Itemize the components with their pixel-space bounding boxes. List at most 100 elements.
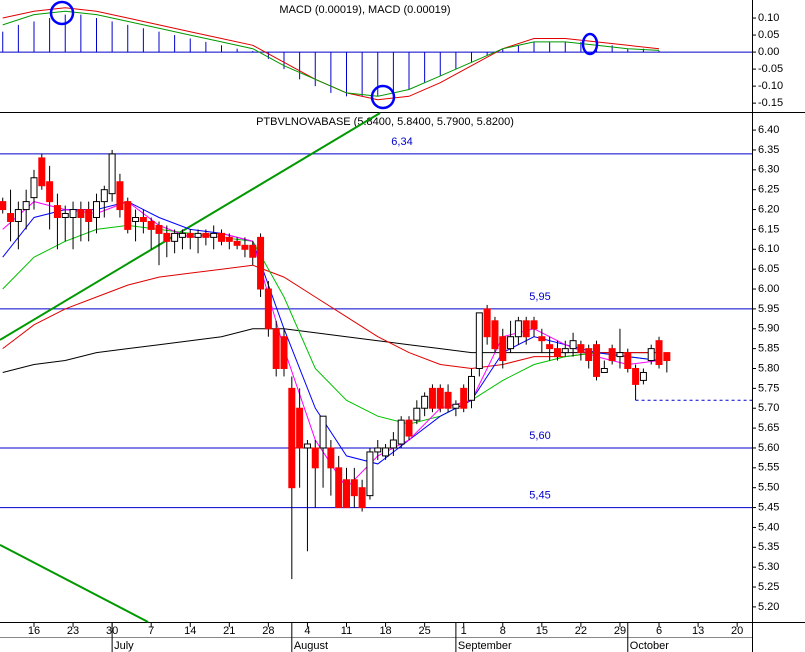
candle-body [608, 348, 616, 362]
candle-body [569, 340, 577, 350]
candle-body [655, 340, 663, 366]
candle-body [296, 407, 304, 449]
y-tick-label: 5.95 [758, 303, 779, 315]
candle-body [46, 181, 54, 203]
y-tick-label: -0.10 [758, 80, 783, 92]
candle-body [600, 367, 608, 373]
candle-body [280, 336, 288, 369]
y-tick-label: 5.70 [758, 402, 779, 414]
x-tick-label: 16 [28, 625, 40, 637]
x-tick-label: 4 [304, 625, 310, 637]
candle-body [632, 367, 640, 385]
candle-body [452, 403, 460, 409]
highlight-circle [581, 32, 599, 56]
candle-body [436, 387, 444, 409]
y-tick-label: 5.40 [758, 521, 779, 533]
candle-body [100, 189, 108, 203]
candle-body [241, 244, 249, 250]
candle-body [663, 352, 671, 362]
price-title: PTBVLNOVABASE (5.8400, 5.8400, 5.7900, 5… [256, 116, 514, 128]
trend-line [0, 112, 381, 341]
y-tick-label: 5.20 [758, 601, 779, 613]
candle-body [421, 395, 429, 409]
candle-body [358, 487, 366, 509]
y-tick-label: 5.90 [758, 323, 779, 335]
y-tick-label: 6.00 [758, 283, 779, 295]
candle-body [546, 344, 554, 350]
candle-body [522, 320, 530, 338]
line-series [2, 224, 660, 425]
candle-body [311, 447, 319, 469]
month-label: September [458, 640, 512, 652]
month-label: July [114, 640, 134, 652]
x-tick-label: 6 [656, 625, 662, 637]
candle-body [624, 352, 632, 369]
y-tick-label: 0.05 [758, 29, 779, 41]
y-tick-label: 5.65 [758, 422, 779, 434]
y-tick-label: 5.35 [758, 541, 779, 553]
candle-body [593, 344, 601, 377]
candle-body [155, 224, 163, 234]
candle-body [428, 387, 436, 409]
month-label: August [294, 640, 328, 652]
y-tick-label: 6.15 [758, 223, 779, 235]
candle-body [233, 240, 241, 246]
candle-body [616, 352, 624, 358]
candle-body [194, 232, 202, 238]
x-tick-label: 29 [614, 625, 626, 637]
candle-body [163, 232, 171, 242]
candle-body [413, 407, 421, 421]
highlight-circle [49, 0, 75, 26]
candle-body [335, 467, 343, 509]
candle-body [116, 181, 124, 211]
candle-body [538, 336, 546, 342]
candle-body [327, 447, 335, 469]
candle-body [561, 348, 569, 354]
month-label: October [630, 640, 669, 652]
candle-body [374, 447, 382, 453]
candle-body [186, 232, 194, 238]
candle-body [468, 375, 476, 401]
y-tick-label: 6.20 [758, 203, 779, 215]
x-tick-label: 28 [262, 625, 274, 637]
trend-line [0, 544, 149, 623]
candle-body [225, 236, 233, 242]
candle-body [272, 328, 280, 369]
y-tick-label: -0.15 [758, 97, 783, 109]
level-label: 5,45 [529, 489, 550, 501]
candle-body [639, 371, 647, 381]
candle-body [319, 415, 327, 449]
candle-body [92, 201, 100, 219]
y-tick-label: 6.30 [758, 164, 779, 176]
candle-body [483, 308, 491, 338]
candle-body [382, 447, 390, 457]
y-tick-label: 5.25 [758, 581, 779, 593]
y-tick-label: 5.85 [758, 343, 779, 355]
candle-body [553, 348, 561, 358]
candle-body [264, 288, 272, 330]
candle-body [475, 312, 483, 369]
x-tick-label: 1 [461, 625, 467, 637]
y-tick-label: 6.05 [758, 263, 779, 275]
y-tick-label: 5.30 [758, 561, 779, 573]
candle-body [0, 201, 7, 211]
candle-body [288, 387, 296, 489]
y-tick-label: 5.80 [758, 362, 779, 374]
candle-body [217, 232, 225, 242]
x-tick-label: 18 [379, 625, 391, 637]
candle-body [61, 213, 69, 219]
y-tick-label: 0.00 [758, 46, 779, 58]
candle-body [30, 177, 38, 199]
level-label: 5,95 [529, 291, 550, 303]
candle-body [350, 479, 358, 497]
y-tick-label: 6.35 [758, 144, 779, 156]
candle-body [514, 320, 522, 338]
candle-body [389, 439, 397, 449]
x-tick-label: 15 [536, 625, 548, 637]
candle-body [249, 244, 257, 258]
candle-body [397, 419, 405, 445]
candle-body [7, 213, 15, 222]
x-tick-label: 25 [419, 625, 431, 637]
